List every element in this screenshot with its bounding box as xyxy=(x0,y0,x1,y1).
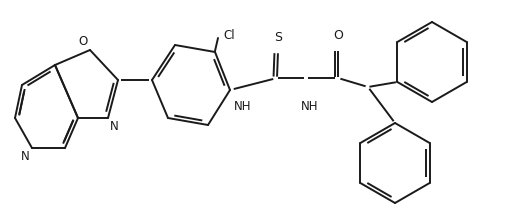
Text: NH: NH xyxy=(301,100,319,113)
Text: O: O xyxy=(79,35,88,48)
Text: NH: NH xyxy=(234,100,252,113)
Text: N: N xyxy=(110,120,119,133)
Text: S: S xyxy=(274,31,282,44)
Text: N: N xyxy=(21,150,30,163)
Text: Cl: Cl xyxy=(223,29,234,42)
Text: O: O xyxy=(333,29,343,42)
